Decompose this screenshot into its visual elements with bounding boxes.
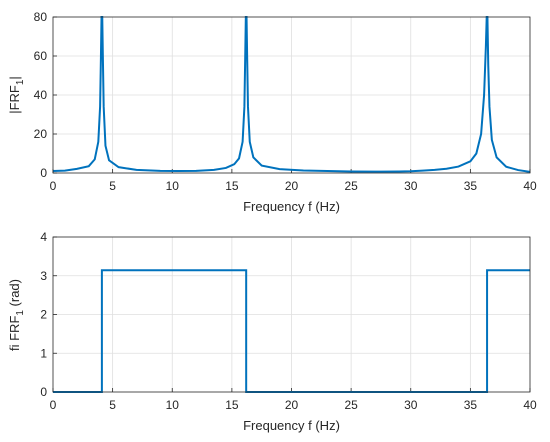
top-y-tick-label: 80 xyxy=(34,10,48,24)
top-y-tick-labels: 0 20 40 60 80 xyxy=(34,10,48,180)
bottom-x-tick-label: 25 xyxy=(344,398,358,412)
top-y-tick-label: 20 xyxy=(34,127,48,141)
top-x-tick-label: 15 xyxy=(225,179,239,193)
bottom-y-tick-labels: 0 1 2 3 4 xyxy=(40,230,47,399)
top-plot: 0 5 10 15 20 25 30 35 40 0 20 40 60 80 Frequency f (… xyxy=(7,10,537,214)
bottom-x-tick-label: 35 xyxy=(464,398,478,412)
top-plot-frame xyxy=(52,16,531,174)
bottom-x-tick-label: 30 xyxy=(404,398,418,412)
bottom-y-tick-label: 1 xyxy=(40,346,47,360)
top-y-tick-label: 40 xyxy=(34,88,48,102)
bottom-x-axis-label: Frequency f (Hz) xyxy=(243,418,340,433)
top-y-axis-label-suffix: | xyxy=(7,76,22,79)
top-gridlines xyxy=(52,16,531,174)
bottom-x-tick-label: 5 xyxy=(109,398,116,412)
bottom-y-tick-label: 4 xyxy=(40,230,47,244)
bottom-y-tick-label: 2 xyxy=(40,308,47,322)
top-x-tick-label: 5 xyxy=(109,179,116,193)
bottom-y-axis-label-main: fi FRF xyxy=(7,316,22,351)
bottom-x-tick-label: 15 xyxy=(225,398,239,412)
bottom-y-tick-label: 3 xyxy=(40,269,47,283)
top-y-tick-label: 60 xyxy=(34,49,48,63)
bottom-y-axis-label-subscript: 1 xyxy=(15,310,26,316)
top-y-axis-label-subscript: 1 xyxy=(15,79,26,85)
top-x-tick-label: 40 xyxy=(523,179,537,193)
top-x-tick-label: 35 xyxy=(464,179,478,193)
bottom-x-tick-label: 40 xyxy=(523,398,537,412)
bottom-x-tick-label: 0 xyxy=(50,398,57,412)
top-x-tick-label: 20 xyxy=(285,179,299,193)
bottom-gridlines xyxy=(52,236,531,393)
bottom-x-tick-label: 20 xyxy=(285,398,299,412)
bottom-frf-phase-line xyxy=(53,269,530,393)
top-x-tick-label: 25 xyxy=(344,179,358,193)
bottom-plot-frame xyxy=(52,236,531,393)
top-x-axis-label: Frequency f (Hz) xyxy=(243,199,340,214)
top-y-tick-label: 0 xyxy=(40,166,47,180)
top-x-tick-label: 30 xyxy=(404,179,418,193)
top-x-tick-labels: 0 5 10 15 20 25 30 35 40 xyxy=(50,179,537,193)
bottom-x-tick-labels: 0 5 10 15 20 25 30 35 40 xyxy=(50,398,537,412)
top-y-axis-label: |FRF1| xyxy=(7,76,26,114)
bottom-x-tick-label: 10 xyxy=(166,398,180,412)
bottom-y-tick-label: 0 xyxy=(40,385,47,399)
top-x-tick-label: 10 xyxy=(166,179,180,193)
top-x-tick-label: 0 xyxy=(50,179,57,193)
top-y-axis-label-main: |FRF xyxy=(7,85,22,114)
bottom-y-axis-label-suffix: (rad) xyxy=(7,279,22,310)
bottom-y-axis-label: fi FRF1 (rad) xyxy=(7,279,26,351)
